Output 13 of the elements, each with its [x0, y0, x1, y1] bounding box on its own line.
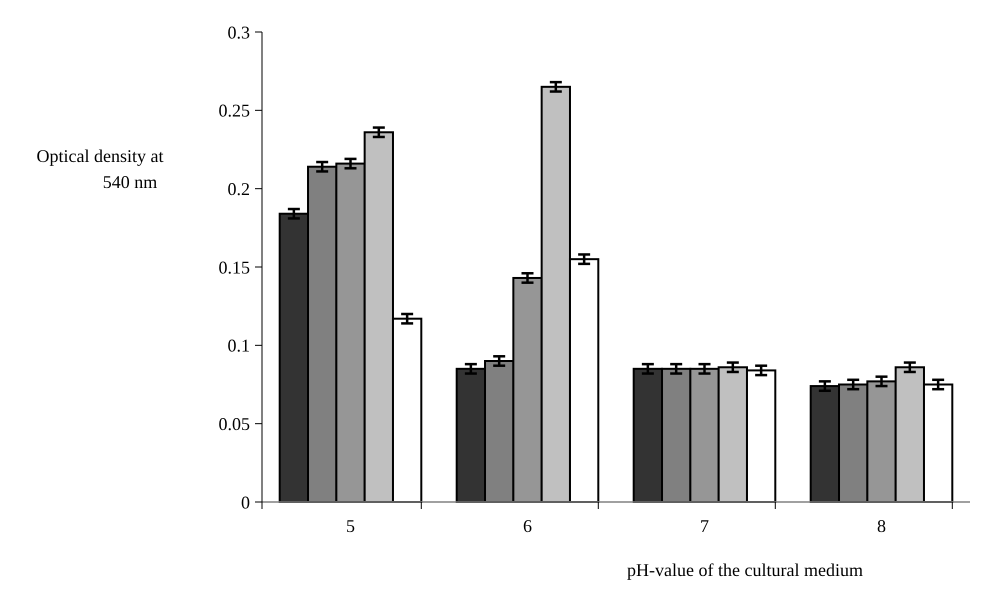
y-tick-label: 0 — [241, 492, 250, 512]
y-axis-title: Optical density at 540 nm — [36, 146, 164, 192]
y-tick-label: 0.1 — [228, 336, 250, 356]
x-tick-label: 8 — [877, 516, 886, 536]
y-tick-label: 0.15 — [218, 257, 250, 278]
y-tick-label: 0.3 — [228, 22, 250, 42]
x-tick-label: 5 — [346, 516, 355, 536]
x-tick-label: 7 — [700, 516, 709, 536]
x-axis-title: pH-value of the cultural medium — [627, 560, 863, 580]
y-tick-label: 0.05 — [218, 414, 250, 434]
y-tick-label: 0.25 — [218, 100, 250, 121]
x-tick-label: 6 — [523, 516, 532, 536]
y-tick-label: 0.2 — [228, 178, 250, 199]
